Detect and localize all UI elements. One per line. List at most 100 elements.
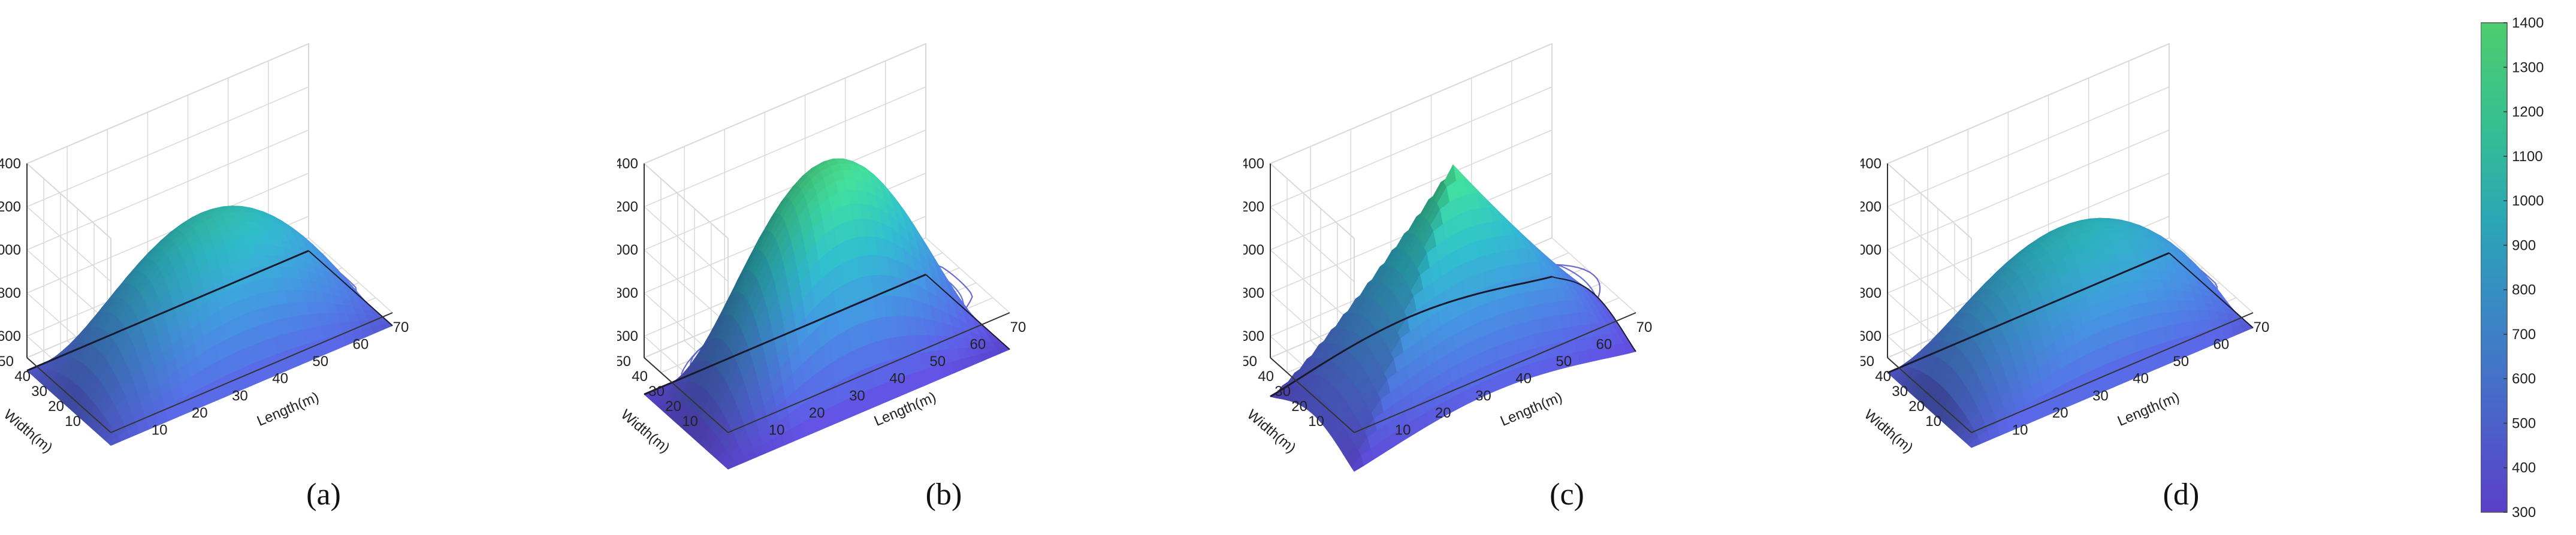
colorbar-tick-label: 900 [2512, 237, 2536, 253]
x-tick-label: 10 [2012, 422, 2028, 438]
colorbar-tick-label: 1200 [2512, 104, 2544, 120]
z-tick-label: 1200 [617, 199, 638, 215]
x-tick-label: 60 [2213, 337, 2230, 353]
colorbar-tick-label: 1400 [2512, 15, 2544, 31]
z-tick-label: 800 [0, 285, 21, 301]
surface-rim-right [2169, 252, 2254, 328]
z-tick-label: 1000 [1243, 242, 1264, 258]
x-tick-label: 60 [970, 337, 986, 353]
y-tick-label: 20 [665, 398, 681, 415]
x-axis-title: Length(m) [1498, 389, 1565, 430]
surface-facet [1351, 455, 1364, 472]
x-tick-label: 10 [1395, 422, 1411, 438]
surface-a [26, 205, 393, 446]
y-tick-label: 30 [1892, 383, 1908, 400]
x-axis-title: Length(m) [2115, 389, 2182, 430]
panel-a: 1020304050607010203040506008001000120014… [0, 0, 605, 533]
y-tick-label: 50 [0, 353, 14, 370]
x-floor-gridline [925, 237, 1010, 313]
x-tick-label: 60 [1596, 337, 1612, 353]
y-tick-label: 30 [31, 383, 47, 400]
surface-rim-back [1887, 252, 2170, 374]
surface-rim-right [925, 274, 1010, 350]
panel-label-a: (a) [306, 477, 341, 512]
x-floor-gridline [2169, 237, 2254, 313]
x-tick-label: 70 [1010, 319, 1026, 335]
z-tick-label: 1200 [0, 199, 21, 215]
x-tick-label: 10 [152, 422, 168, 438]
z-tick-label: 600 [0, 328, 21, 344]
z-tick-label: 1200 [1861, 199, 1882, 215]
x-tick-label: 30 [1475, 388, 1491, 404]
panel-label-c: (c) [1550, 477, 1584, 512]
y-tick-label: 40 [632, 368, 648, 385]
z-tick-label: 600 [617, 328, 638, 344]
y-axis-title: Width(m) [1861, 406, 1916, 456]
surface-facet [724, 461, 738, 470]
colorbar-tick-label: 600 [2512, 371, 2536, 387]
panel-b: 1020304050607010203040506008001000120014… [617, 0, 1222, 533]
colorbar-tick-label: 1300 [2512, 59, 2544, 75]
x-tick-label: 20 [1435, 405, 1451, 421]
x-tick-label: 50 [2173, 353, 2189, 370]
surface-c [1270, 164, 1636, 472]
colorbar-tick-label: 800 [2512, 282, 2536, 298]
colorbar-gradient [2480, 22, 2508, 513]
z-tick-label: 800 [617, 285, 638, 301]
x-tick-label: 20 [192, 405, 208, 421]
panel-c: 1020304050607010203040506008001000120014… [1243, 0, 1849, 533]
surface-plot-b: 1020304050607010203040506008001000120014… [617, 43, 1026, 470]
colorbar-tick-label: 500 [2512, 415, 2536, 431]
x-axis-line [1971, 312, 2254, 433]
surface-b [644, 158, 1010, 470]
x-axis-title: Length(m) [255, 389, 321, 430]
x-tick-label: 40 [272, 371, 288, 387]
x-axis-line [110, 312, 393, 433]
x-tick-label: 40 [889, 371, 905, 387]
y-tick-label: 10 [65, 413, 81, 430]
z-tick-label: 800 [1243, 285, 1264, 301]
z-tick-label: 800 [1861, 285, 1882, 301]
x-axis-line [1354, 312, 1636, 433]
surface-facet [1968, 436, 1982, 448]
surface-plot-a: 1020304050607010203040506008001000120014… [0, 43, 409, 457]
x-tick-label: 40 [2133, 371, 2149, 387]
colorbar: 300 400 500 600 700 800 900 1000 1100 1200 1300 140… [2480, 0, 2576, 533]
x-tick-label: 60 [353, 337, 369, 353]
y-axis-line [1887, 357, 1972, 433]
x-axis-line [727, 312, 1010, 433]
y-tick-label: 10 [1308, 413, 1324, 430]
x-tick-label: 50 [1556, 353, 1572, 370]
y-tick-label: 10 [682, 413, 698, 430]
x-tick-label: 50 [929, 353, 946, 370]
x-tick-label: 30 [849, 388, 865, 404]
y-axis-title: Width(m) [1, 406, 56, 456]
surface-rim-back [644, 273, 926, 395]
y-axis-title: Width(m) [618, 406, 673, 456]
y-tick-label: 20 [48, 398, 64, 415]
x-tick-label: 40 [1515, 371, 1532, 387]
x-tick-label: 70 [2254, 319, 2270, 335]
y-tick-label: 50 [617, 353, 631, 370]
x-tick-label: 30 [232, 388, 248, 404]
y-tick-label: 40 [1875, 368, 1891, 385]
colorbar-tick-label: 400 [2512, 460, 2536, 476]
panel-d: 1020304050607010203040506008001000120014… [1861, 0, 2466, 533]
x-floor-gridline [308, 237, 393, 313]
panel-label-b: (b) [925, 477, 962, 512]
z-tick-label: 1400 [0, 156, 21, 172]
y-axis-line [644, 357, 729, 433]
y-tick-label: 30 [1275, 383, 1291, 400]
y-tick-label: 10 [1925, 413, 1941, 430]
z-tick-label: 1000 [0, 242, 21, 258]
panel-label-d: (d) [2163, 477, 2200, 512]
colorbar-tick-label: 1100 [2512, 149, 2543, 165]
y-tick-label: 20 [1291, 398, 1307, 415]
y-axis-line [1270, 357, 1355, 433]
x-tick-label: 70 [1636, 319, 1653, 335]
y-tick-label: 30 [648, 383, 665, 400]
z-tick-label: 600 [1861, 328, 1882, 344]
surface-d [1887, 217, 2254, 448]
x-tick-label: 70 [393, 319, 409, 335]
